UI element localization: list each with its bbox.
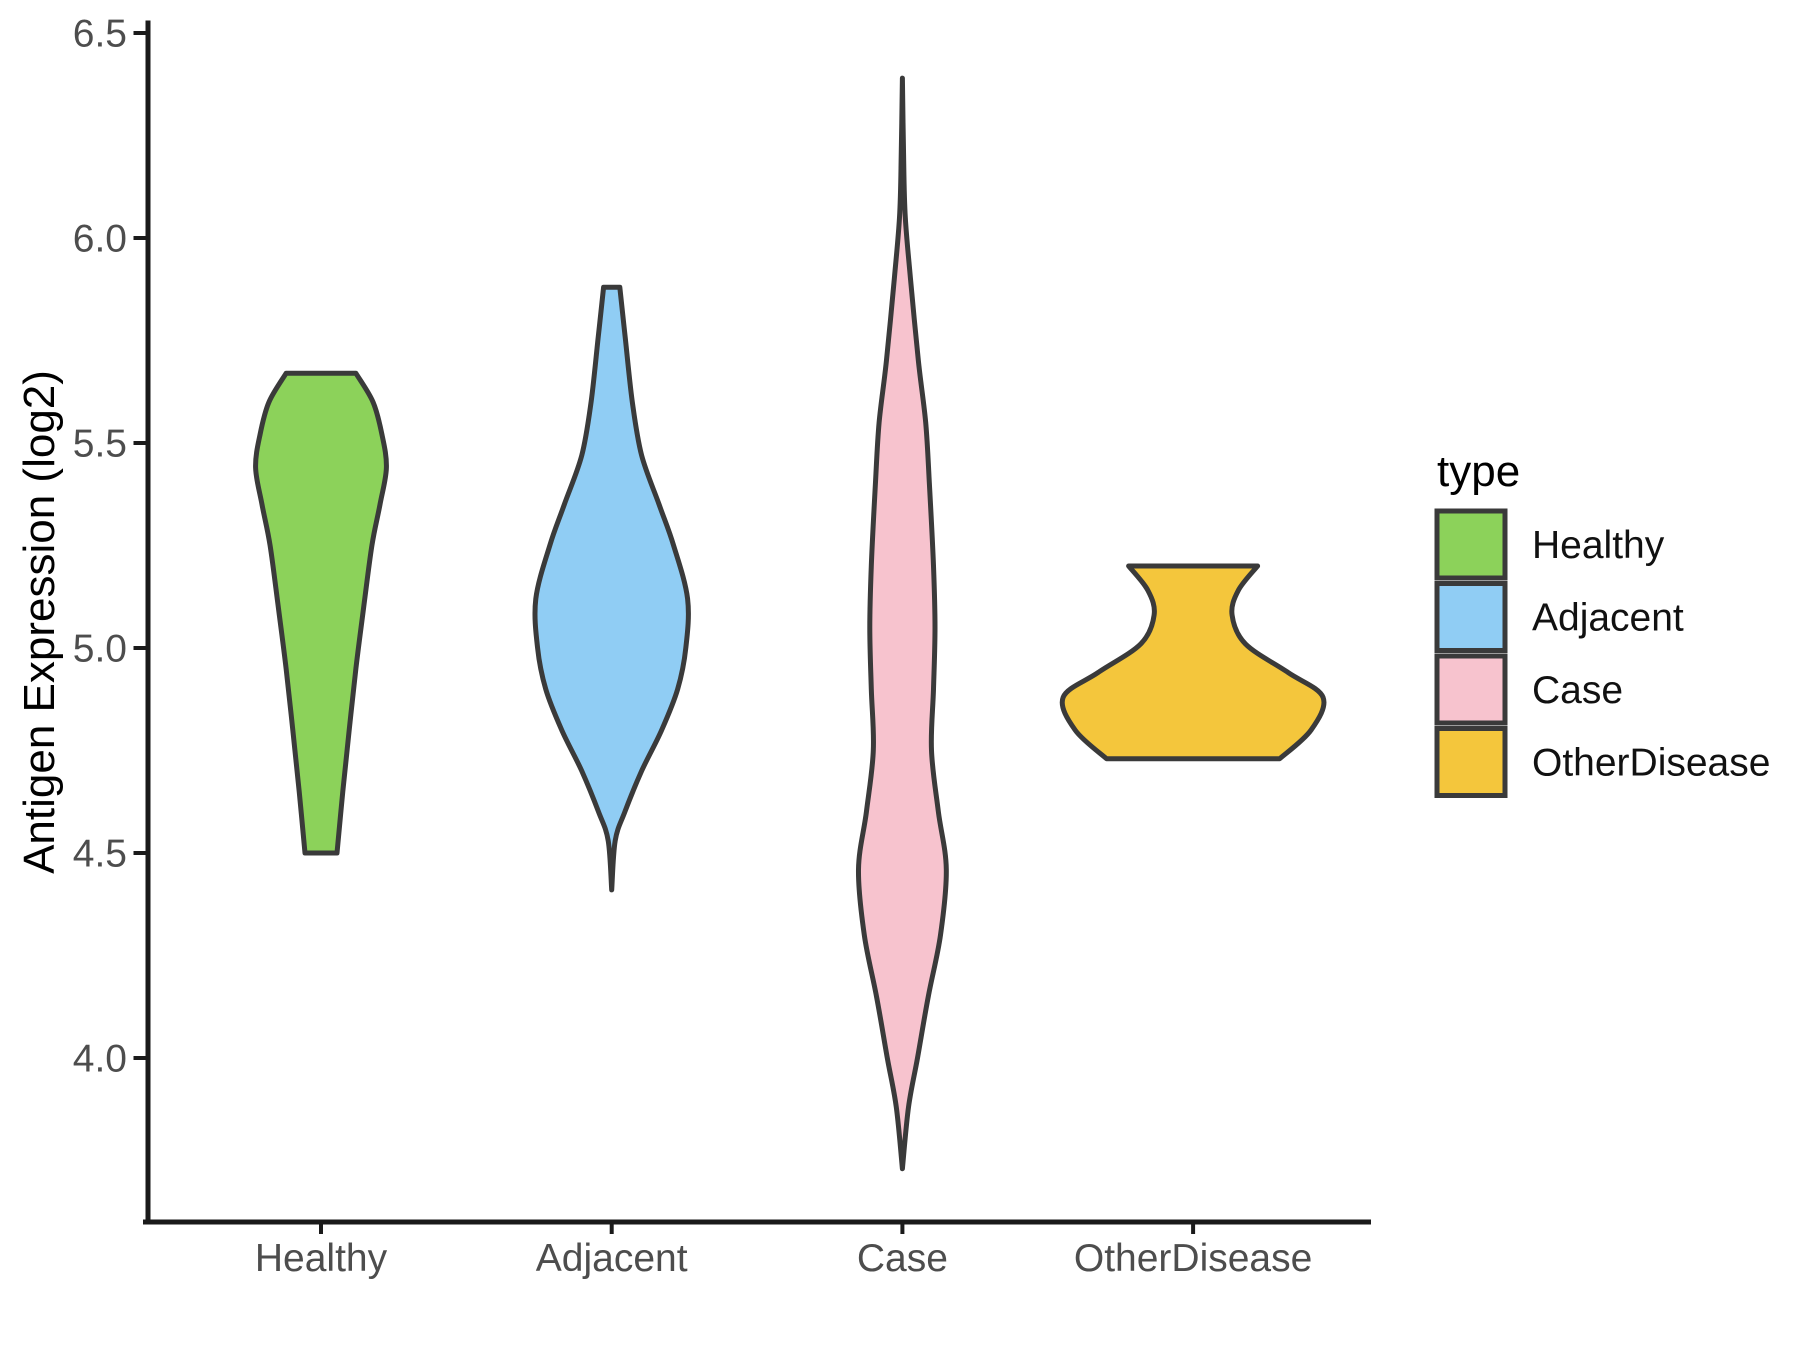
x-tick-label: OtherDisease: [1074, 1237, 1312, 1280]
y-tick-label: 5.5: [73, 423, 127, 466]
legend-key-otherdisease: [1434, 726, 1508, 798]
x-tick-label: Case: [857, 1237, 948, 1280]
legend-key-adjacent: [1434, 581, 1508, 653]
y-tick-label: 4.0: [73, 1038, 127, 1081]
legend-key-case: [1434, 653, 1508, 726]
y-axis-title: Antigen Expression (log2): [15, 370, 64, 874]
violin-otherdisease: [1059, 563, 1327, 762]
y-tick-label: 6.0: [73, 218, 127, 261]
y-tick-label: 4.5: [73, 833, 127, 876]
legend-title: type: [1437, 447, 1521, 496]
legend-label: Case: [1532, 669, 1623, 712]
x-tick-label: Adjacent: [536, 1237, 688, 1280]
y-tick-label: 5.0: [73, 628, 127, 671]
violin-adjacent: [532, 284, 691, 893]
violin-healthy: [253, 370, 389, 856]
legend-label: Healthy: [1532, 524, 1665, 567]
legend-label: Adjacent: [1532, 597, 1684, 640]
x-tick-label: Healthy: [255, 1237, 388, 1280]
legend-key-healthy: [1434, 508, 1508, 581]
y-tick-label: 6.5: [73, 13, 127, 56]
legend-label: OtherDisease: [1532, 742, 1770, 785]
violin-case: [855, 75, 949, 1172]
